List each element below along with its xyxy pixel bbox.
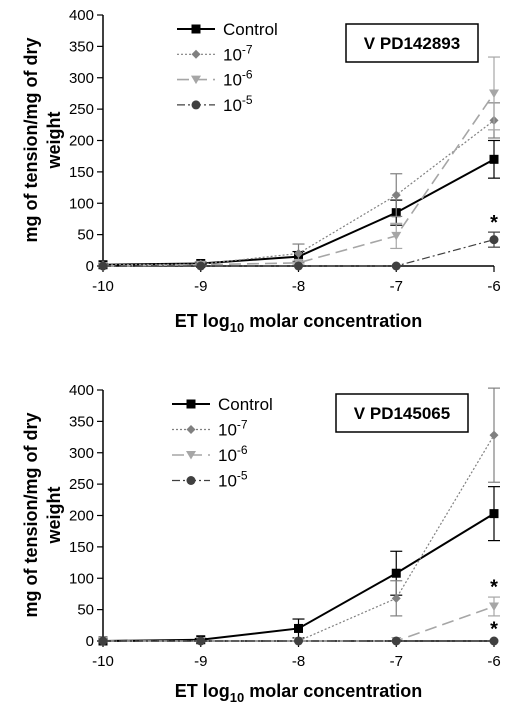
y-tick-label: 200: [69, 133, 94, 150]
legend-marker: [191, 100, 201, 110]
y-tick-label: 0: [86, 633, 94, 650]
data-point: [489, 430, 499, 440]
y-tick-label: 200: [69, 508, 94, 525]
chart-panel-1: 0 50 100 150 200 250 300 350 400 -10 -9 -8 -7 -6 ET lo…: [21, 7, 501, 335]
y-tick-label: 250: [69, 101, 94, 118]
legend-marker: [191, 49, 201, 59]
x-tick-label: -10: [92, 278, 114, 295]
x-axis-label: ET log10 molar concentration: [175, 311, 423, 335]
legend-label: 10-5: [218, 469, 248, 491]
data-point: [391, 231, 402, 241]
panel-label-box: [345, 23, 479, 63]
y-tick-label: 350: [69, 38, 94, 55]
legend-marker: [191, 24, 201, 34]
legend-label: Control: [223, 20, 278, 39]
y-axis-label: mg of tension/mg of dry: [21, 38, 41, 243]
series-2: [98, 102, 500, 270]
x-tick-label: -8: [292, 653, 305, 670]
legend-label: 10-5: [223, 93, 253, 115]
legend-label: 10-6: [218, 443, 248, 465]
y-axis-label: weight: [44, 111, 64, 169]
y-tick-label: 100: [69, 195, 94, 212]
data-point: [294, 636, 303, 646]
data-point: [294, 623, 303, 633]
series-line: [103, 434, 495, 642]
y-tick-label: 400: [69, 7, 94, 24]
data-point: [489, 89, 499, 98]
legend-marker: [186, 451, 196, 460]
x-tick-label: -7: [390, 278, 403, 295]
series-line: [102, 119, 495, 266]
y-tick-label: 150: [69, 164, 94, 181]
y-tick-label: 150: [69, 539, 94, 556]
data-point: [489, 154, 499, 164]
panel-label-box: [335, 393, 469, 433]
data-point: [98, 636, 108, 646]
y-tick-label: 50: [77, 227, 94, 244]
legend-marker: [186, 425, 196, 434]
y-tick-label: 400: [69, 382, 94, 399]
y-tick-label: 100: [69, 570, 94, 587]
x-axis-label: ET log10 molar concentration: [175, 681, 423, 705]
legend: Control 10-7 10-6 10-5: [172, 395, 273, 491]
data-point: [391, 261, 401, 271]
significance-star: *: [490, 212, 498, 234]
x-tick-label: -9: [194, 653, 207, 670]
data-point: [196, 636, 206, 646]
x-tick-label: -9: [194, 278, 207, 295]
chart-panel-2: 0 50 100 150 200 250 300 350 400 -10 -9 -8 -7 -6 ET lo…: [21, 382, 501, 705]
data-point: [489, 602, 499, 611]
legend-marker: [191, 75, 201, 85]
panel-label: V PD142893: [364, 34, 460, 53]
legend-label: 10-7: [218, 418, 248, 440]
data-point: [98, 261, 108, 271]
y-tick-label: 350: [69, 413, 94, 430]
data-point: [294, 248, 303, 258]
x-tick-label: -10: [92, 653, 114, 670]
series-1: [98, 486, 500, 646]
series-4: [98, 231, 500, 271]
legend-label: 10-7: [223, 42, 253, 64]
data-point: [489, 509, 499, 519]
legend-label: Control: [218, 395, 273, 414]
series-4: [98, 636, 499, 646]
significance-star: *: [490, 618, 498, 640]
legend-label: 10-6: [223, 68, 253, 90]
x-tick-label: -6: [487, 278, 500, 295]
data-point: [391, 568, 401, 578]
legend: Control 10-7 10-6 10-5: [177, 20, 278, 115]
data-point: [391, 636, 401, 646]
significance-star: *: [490, 576, 498, 598]
series-line: [102, 92, 495, 267]
data-point: [391, 190, 401, 200]
y-tick-label: 250: [69, 476, 94, 493]
data-point: [489, 235, 499, 245]
x-tick-label: -8: [292, 278, 305, 295]
y-axis-label: mg of tension/mg of dry: [21, 413, 41, 618]
y-tick-label: 50: [77, 602, 94, 619]
x-tick-label: -6: [487, 653, 500, 670]
data-point: [294, 261, 303, 271]
data-point: [489, 636, 499, 646]
y-tick-label: 300: [69, 445, 94, 462]
series-3: [98, 56, 500, 271]
data-point: [391, 593, 401, 603]
y-tick-label: 300: [69, 70, 94, 87]
x-tick-label: -7: [390, 653, 403, 670]
legend-marker: [186, 399, 196, 409]
y-axis-label: weight: [44, 486, 64, 544]
y-tick-label: 0: [86, 258, 94, 275]
data-point: [196, 261, 206, 271]
panel-label: V PD145065: [354, 404, 450, 423]
legend-marker: [186, 476, 196, 485]
